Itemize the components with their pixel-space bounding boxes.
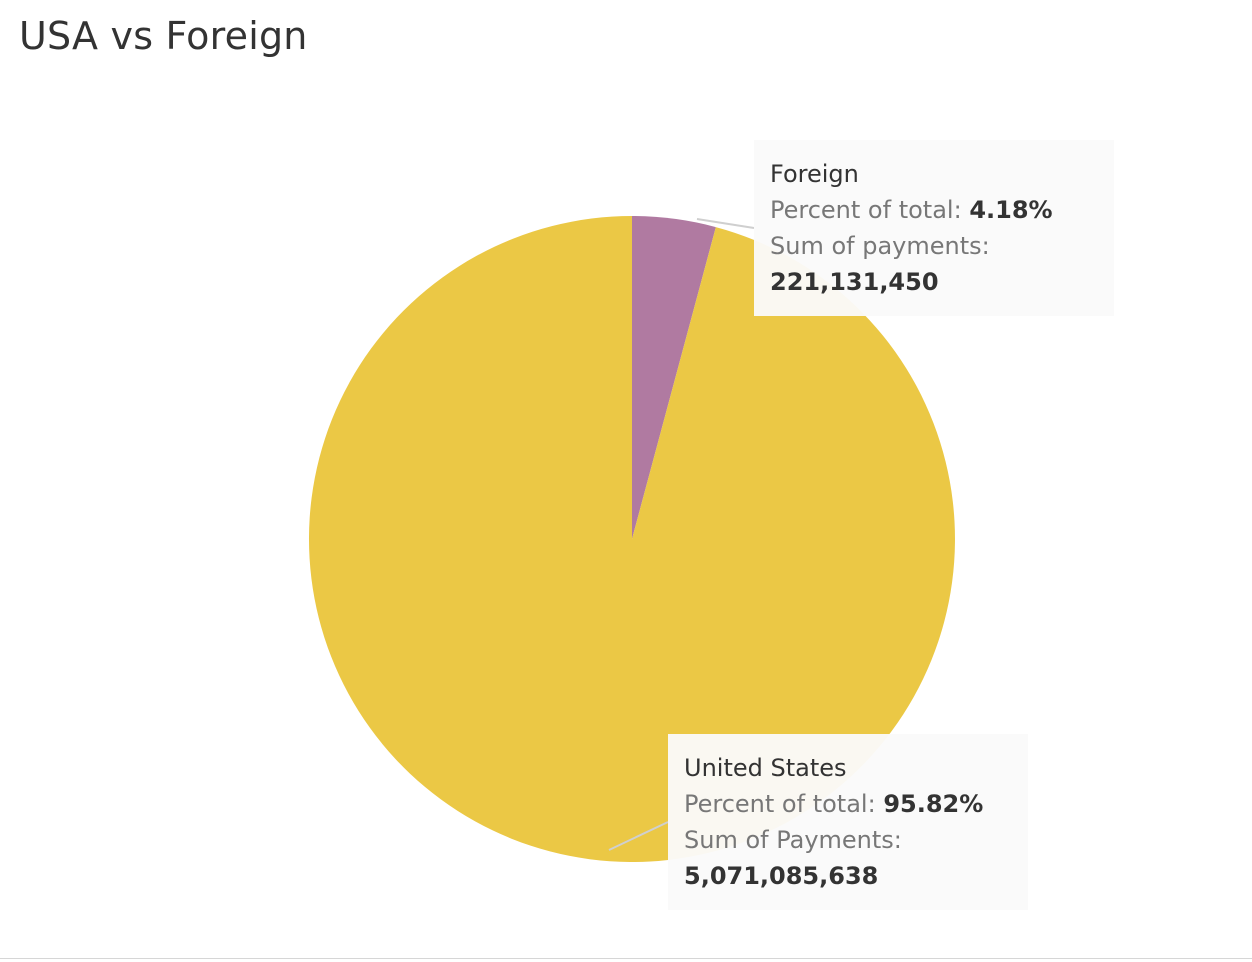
pie-slice-united-states[interactable] — [308, 216, 955, 862]
bottom-divider — [0, 958, 1252, 959]
chart-title: USA vs Foreign — [19, 14, 308, 58]
callout-foreign-percent-value: 4.18% — [969, 196, 1053, 224]
callout-foreign: Foreign Percent of total: 4.18% Sum of p… — [754, 140, 1114, 316]
callout-united-states: United States Percent of total: 95.82% S… — [668, 734, 1028, 910]
callout-foreign-sum-value: 221,131,450 — [770, 268, 939, 296]
callout-united-states-sum-label: Sum of Payments: — [684, 826, 902, 854]
callout-foreign-sum-label: Sum of payments: — [770, 232, 990, 260]
callout-united-states-percent-label: Percent of total: — [684, 790, 876, 818]
leader-line-foreign — [696, 218, 755, 229]
leader-line-united-states — [608, 821, 669, 851]
callout-foreign-name: Foreign — [770, 160, 859, 188]
pie-slice-foreign[interactable] — [632, 216, 716, 539]
callout-united-states-percent-value: 95.82% — [883, 790, 984, 818]
callout-united-states-name: United States — [684, 754, 847, 782]
callout-united-states-sum-value: 5,071,085,638 — [684, 862, 879, 890]
callout-foreign-percent-label: Percent of total: — [770, 196, 962, 224]
